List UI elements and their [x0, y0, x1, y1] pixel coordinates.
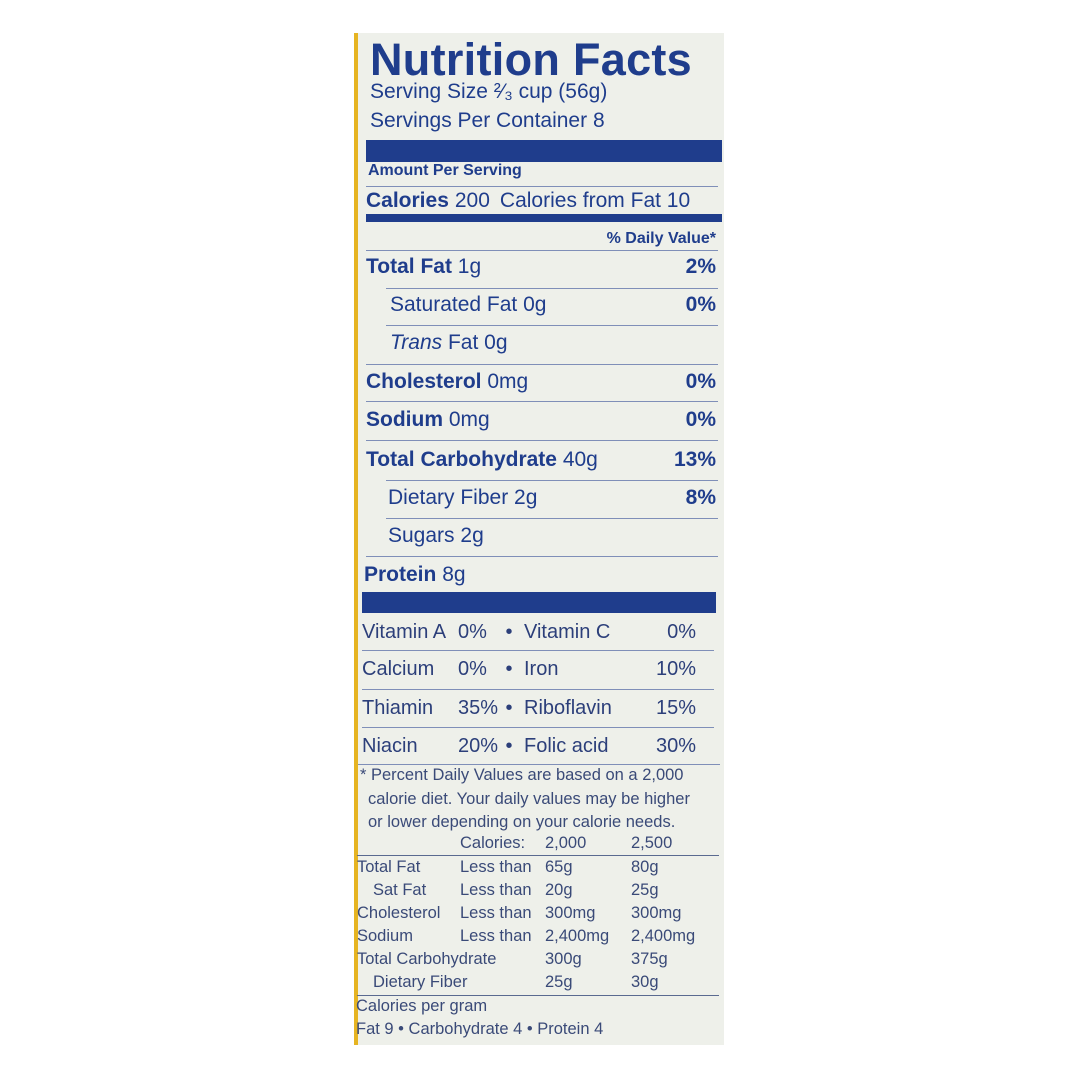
- nutrient-name: Total Fat: [366, 255, 452, 278]
- nutrient-dv: 0%: [685, 293, 716, 316]
- nutrient-name: Saturated Fat: [390, 293, 518, 316]
- vitamin-dv: 35%: [458, 696, 499, 719]
- vitamin-name: Calcium: [362, 657, 435, 680]
- vitamin-name: Vitamin A: [362, 620, 447, 643]
- vitamin-dv: 10%: [655, 657, 696, 680]
- nutrient-amount: 40g: [562, 448, 598, 471]
- vitamin-dv: 0%: [458, 657, 487, 680]
- nutrient-amount: 1g: [457, 255, 482, 278]
- bullet: •: [505, 657, 513, 680]
- dv-table-row: Sat Fat Less than 20g 25g: [373, 881, 659, 899]
- nutrient-row: Dietary Fiber 2g 8%: [388, 485, 716, 511]
- bullet: •: [505, 696, 513, 719]
- nutrient-dv: 8%: [685, 486, 716, 509]
- vitamin-row: Calcium 0% • Iron 10%: [362, 656, 710, 682]
- calories-value: 200: [454, 189, 490, 212]
- thick-divider: [366, 140, 722, 162]
- dv-table-cell: 2,500: [631, 834, 673, 852]
- dv-table-row: Cholesterol Less than 300mg 300mg: [357, 904, 682, 922]
- nutrient-name: Total Carbohydrate: [366, 448, 557, 471]
- vitamin-name: Vitamin C: [524, 620, 611, 643]
- nutrient-amount: 0mg: [448, 408, 490, 431]
- calories-per-gram-label: Calories per gram: [356, 997, 488, 1015]
- nutrient-row: Cholesterol 0mg 0%: [366, 369, 716, 395]
- dv-table-row: Sodium Less than 2,400mg 2,400mg: [357, 927, 696, 945]
- servings-per-container: Servings Per Container 8: [370, 109, 605, 132]
- nutrient-name: Sodium: [366, 408, 443, 431]
- nutrient-dv: 0%: [685, 408, 716, 431]
- nutrient-row: Saturated Fat 0g 0%: [390, 292, 716, 318]
- daily-value-header-text: % Daily Value*: [606, 230, 716, 247]
- nutrient-row: Total Fat 1g 2%: [366, 254, 716, 280]
- calories-from-fat: Calories from Fat 10: [499, 189, 691, 212]
- dv-table-cell: 2,000: [545, 834, 587, 852]
- vitamin-dv: 0%: [458, 620, 487, 643]
- thick-divider: [362, 592, 716, 613]
- nutrient-amount: 2g: [514, 486, 538, 509]
- nutrient-row: Sugars 2g: [388, 523, 716, 549]
- footnote-line: calorie diet. Your daily values may be h…: [368, 790, 690, 808]
- calories-per-gram-values: Fat 9 • Carbohydrate 4 • Protein 4: [356, 1020, 604, 1038]
- nutrient-row: Sodium 0mg 0%: [366, 407, 716, 433]
- vitamin-row: Thiamin 35% • Riboflavin 15%: [362, 695, 710, 721]
- nutrition-label: [358, 33, 724, 1045]
- vitamin-name: Riboflavin: [524, 696, 612, 719]
- nutrient-amount: 8g: [442, 563, 466, 586]
- nutrient-dv: 2%: [685, 255, 716, 278]
- calories-row: Calories 200 Calories from Fat 10: [366, 188, 716, 214]
- footnote-line: or lower depending on your calorie needs…: [368, 813, 676, 831]
- bullet: •: [505, 620, 513, 643]
- vitamin-dv: 30%: [655, 734, 696, 757]
- nutrient-dv: 13%: [673, 448, 716, 471]
- nutrient-name: Sugars: [388, 524, 455, 547]
- dv-table-row: Total Fat Less than 65g 80g: [357, 858, 659, 876]
- serving-size: Serving Size ²⁄₃ cup (56g): [370, 80, 608, 103]
- vitamin-name: Niacin: [362, 734, 418, 757]
- dv-table-cell: Calories:: [460, 834, 526, 852]
- amount-per-serving: Amount Per Serving: [368, 162, 522, 179]
- calories-label: Calories: [366, 189, 449, 212]
- nutrient-amount: Fat 0g: [447, 331, 508, 354]
- vitamin-name: Iron: [524, 657, 559, 680]
- nutrient-name: Cholesterol: [366, 370, 482, 393]
- package-edge: [354, 33, 358, 1045]
- vitamin-dv: 15%: [655, 696, 696, 719]
- vitamin-name: Folic acid: [524, 734, 609, 757]
- nutrient-name: Dietary Fiber: [388, 486, 509, 509]
- label-title: Nutrition Facts: [370, 34, 693, 85]
- nutrient-amount: 0g: [523, 293, 547, 316]
- bullet: •: [505, 734, 513, 757]
- dv-table-row: Dietary Fiber 25g 30g: [373, 973, 659, 991]
- nutrient-dv: 0%: [685, 370, 716, 393]
- vitamin-name: Thiamin: [362, 696, 434, 719]
- vitamin-dv: 20%: [458, 734, 499, 757]
- vitamin-dv: 0%: [667, 620, 696, 643]
- nutrient-amount: 0mg: [487, 370, 529, 393]
- medium-divider: [366, 214, 722, 222]
- nutrient-name: Protein: [364, 563, 437, 586]
- dv-table-row: Total Carbohydrate 300g 375g: [357, 950, 668, 968]
- dv-table-header: Calories: 2,000 2,500: [357, 834, 711, 853]
- nutrient-row: Protein 8g: [364, 562, 714, 588]
- nutrient-row: Trans Fat 0g: [390, 330, 716, 356]
- nutrient-name: Trans: [390, 331, 443, 354]
- nutrient-row: Total Carbohydrate 40g 13%: [366, 447, 716, 473]
- vitamin-row: Niacin 20% • Folic acid 30%: [362, 733, 710, 759]
- footnote-line: * Percent Daily Values are based on a 2,…: [360, 766, 684, 784]
- nutrient-amount: 2g: [460, 524, 484, 547]
- daily-value-header: % Daily Value*: [366, 226, 716, 252]
- vitamin-row: Vitamin A 0% • Vitamin C 0%: [362, 619, 710, 645]
